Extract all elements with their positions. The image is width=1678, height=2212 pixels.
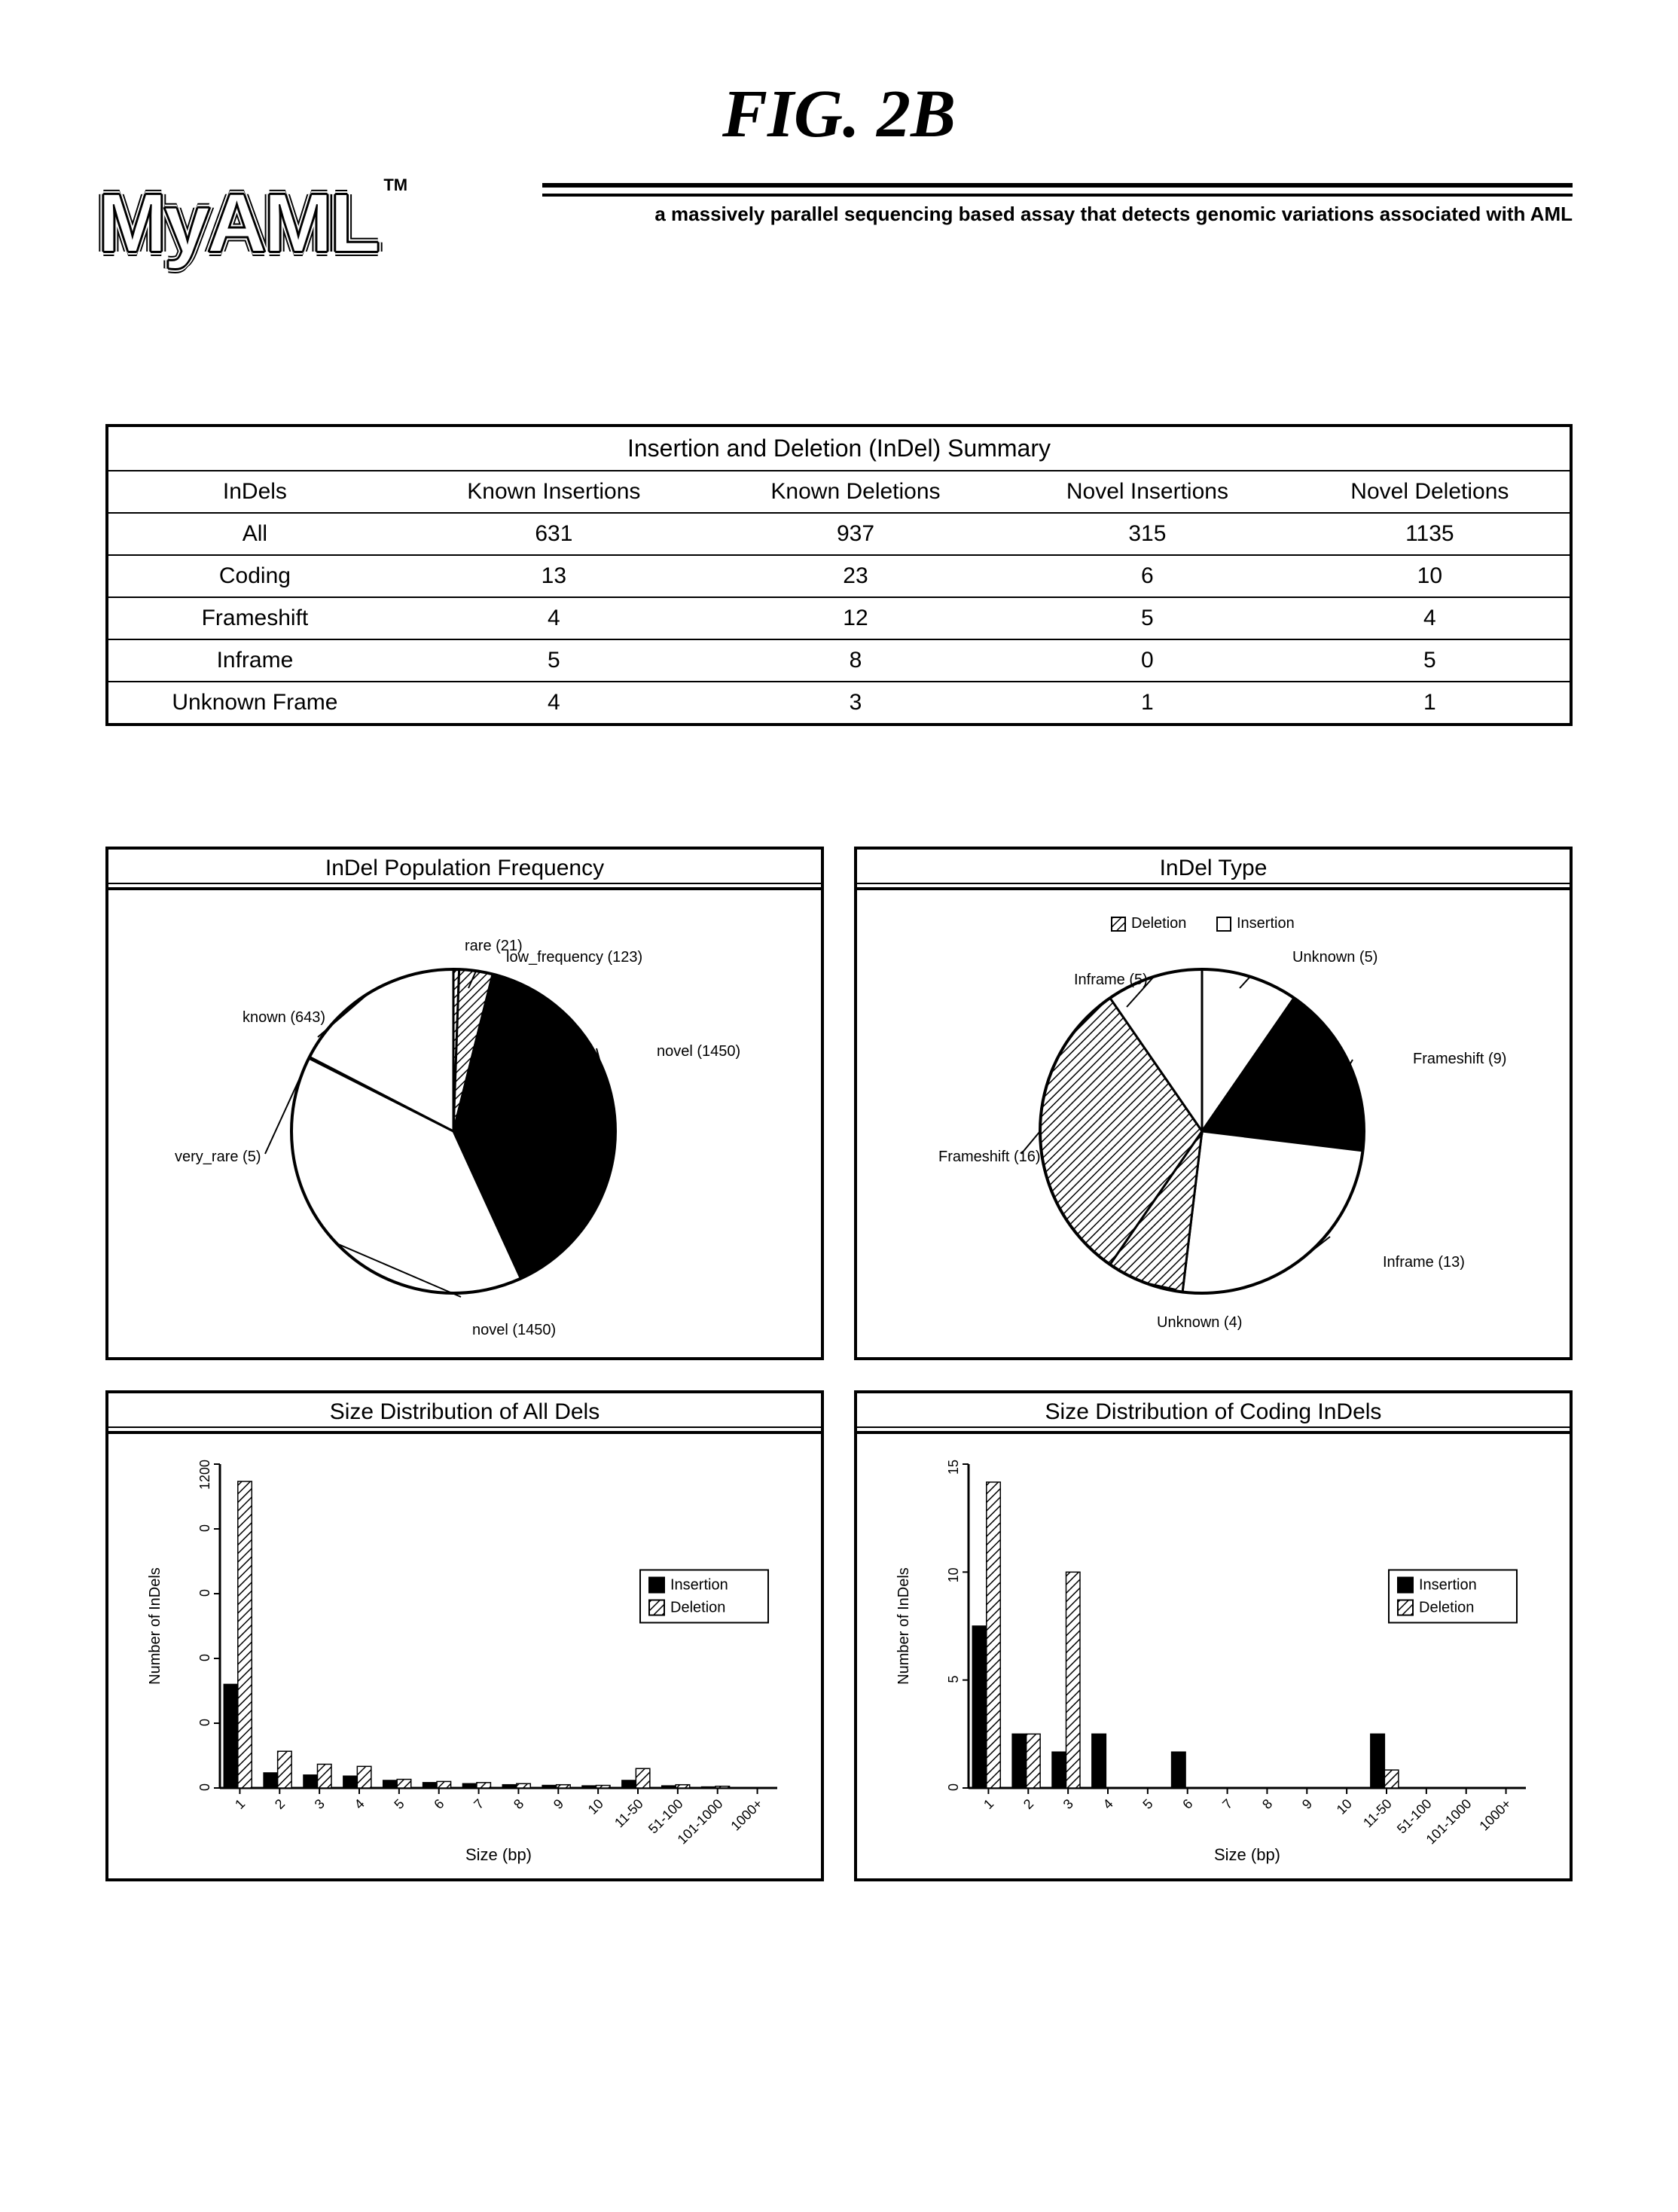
svg-text:10: 10: [946, 1567, 961, 1582]
panel-pie-type: InDel Type Unknown (5) Frameshift (9) Infr…: [854, 847, 1573, 1360]
svg-text:Unknown (4): Unknown (4): [1157, 1314, 1242, 1331]
svg-text:Number of InDels: Number of InDels: [895, 1567, 912, 1685]
svg-text:1: 1: [981, 1796, 996, 1812]
svg-text:Number of InDels: Number of InDels: [147, 1567, 163, 1685]
svg-text:Insertion: Insertion: [1419, 1577, 1477, 1594]
trademark: TM: [383, 175, 407, 195]
svg-text:Deletion: Deletion: [1419, 1600, 1474, 1616]
panel-title: Size Distribution of Coding InDels: [857, 1399, 1570, 1425]
svg-text:0: 0: [946, 1783, 961, 1791]
svg-text:11-50: 11-50: [612, 1796, 646, 1831]
pie-chart-type: Unknown (5) Frameshift (9) Inframe (13) Unk…: [886, 905, 1541, 1350]
svg-text:0: 0: [197, 1524, 212, 1532]
svg-text:Inframe (5): Inframe (5): [1074, 972, 1148, 988]
svg-text:7: 7: [471, 1796, 487, 1812]
svg-text:9: 9: [551, 1796, 566, 1812]
indel-summary-table: Insertion and Deletion (InDel) SummaryIn…: [105, 424, 1573, 726]
svg-text:Insertion: Insertion: [670, 1577, 728, 1594]
svg-text:Frameshift (9): Frameshift (9): [1413, 1051, 1506, 1067]
svg-text:0: 0: [197, 1783, 212, 1791]
svg-text:6: 6: [1179, 1796, 1195, 1812]
svg-text:8: 8: [511, 1796, 526, 1812]
svg-text:5: 5: [1140, 1796, 1155, 1812]
pie-chart-frequency: rare (21)low_frequency (123)novel (1450)…: [137, 905, 792, 1350]
brand-logo: MyAML: [98, 175, 377, 271]
bar-chart-all: 0 0 0 0 0 1200 Number of InDels 1 2 3 4 5 6 7 8 9 10 11-5…: [137, 1449, 792, 1871]
svg-text:10: 10: [585, 1796, 606, 1817]
svg-text:0: 0: [197, 1654, 212, 1661]
svg-text:0: 0: [197, 1589, 212, 1597]
svg-text:9: 9: [1299, 1796, 1315, 1812]
svg-text:very_rare (5): very_rare (5): [175, 1149, 261, 1165]
svg-text:5: 5: [946, 1676, 961, 1683]
svg-text:10: 10: [1334, 1796, 1355, 1817]
svg-text:4: 4: [1100, 1796, 1116, 1812]
svg-text:3: 3: [1060, 1796, 1076, 1812]
header-band: MyAML TM a massively parallel sequencing…: [105, 183, 1573, 288]
svg-text:11-50: 11-50: [1360, 1796, 1395, 1831]
svg-text:7: 7: [1219, 1796, 1235, 1812]
panel-bar-all: Size Distribution of All Dels 0 0 0 0 0 1200 N…: [105, 1390, 824, 1881]
figure-label: FIG. 2B: [105, 75, 1573, 153]
svg-text:1200: 1200: [197, 1460, 212, 1490]
svg-text:15: 15: [946, 1460, 961, 1475]
chart-grid: InDel Population Frequency rare (21)low_…: [105, 847, 1573, 1881]
panel-title: InDel Type: [857, 856, 1570, 881]
svg-text:known (643): known (643): [243, 1009, 325, 1026]
svg-text:2: 2: [1021, 1796, 1036, 1812]
svg-text:Inframe (13): Inframe (13): [1383, 1254, 1465, 1271]
panel-pie-frequency: InDel Population Frequency rare (21)low_…: [105, 847, 824, 1360]
svg-text:4: 4: [352, 1796, 368, 1812]
svg-text:5: 5: [391, 1796, 407, 1812]
svg-text:2: 2: [272, 1796, 288, 1812]
svg-text:Size (bp): Size (bp): [1214, 1845, 1280, 1864]
svg-text:3: 3: [312, 1796, 328, 1812]
svg-text:6: 6: [431, 1796, 447, 1812]
svg-text:1000+: 1000+: [728, 1796, 766, 1834]
panel-title: Size Distribution of All Dels: [108, 1399, 821, 1425]
bar-chart-coding: 051015Number of InDels1234567891011-5051…: [886, 1449, 1541, 1871]
svg-text:Size (bp): Size (bp): [465, 1845, 532, 1864]
svg-text:8: 8: [1259, 1796, 1275, 1812]
svg-text:novel (1450): novel (1450): [472, 1322, 556, 1338]
header-rule: [542, 183, 1573, 197]
svg-text:Deletion: Deletion: [670, 1600, 725, 1616]
svg-text:Deletion: Deletion: [1131, 915, 1186, 932]
svg-text:0: 0: [197, 1719, 212, 1726]
svg-text:novel (1450): novel (1450): [657, 1043, 740, 1060]
svg-text:1: 1: [232, 1796, 248, 1812]
logo-wrap: MyAML TM: [98, 175, 377, 271]
panel-title: InDel Population Frequency: [108, 856, 821, 881]
svg-text:1000+: 1000+: [1477, 1796, 1515, 1834]
svg-text:Insertion: Insertion: [1237, 915, 1295, 932]
panel-bar-coding: Size Distribution of Coding InDels 05101…: [854, 1390, 1573, 1881]
svg-text:Frameshift (16): Frameshift (16): [938, 1149, 1041, 1165]
svg-text:low_frequency (123): low_frequency (123): [506, 949, 642, 966]
svg-text:Unknown (5): Unknown (5): [1292, 949, 1377, 966]
